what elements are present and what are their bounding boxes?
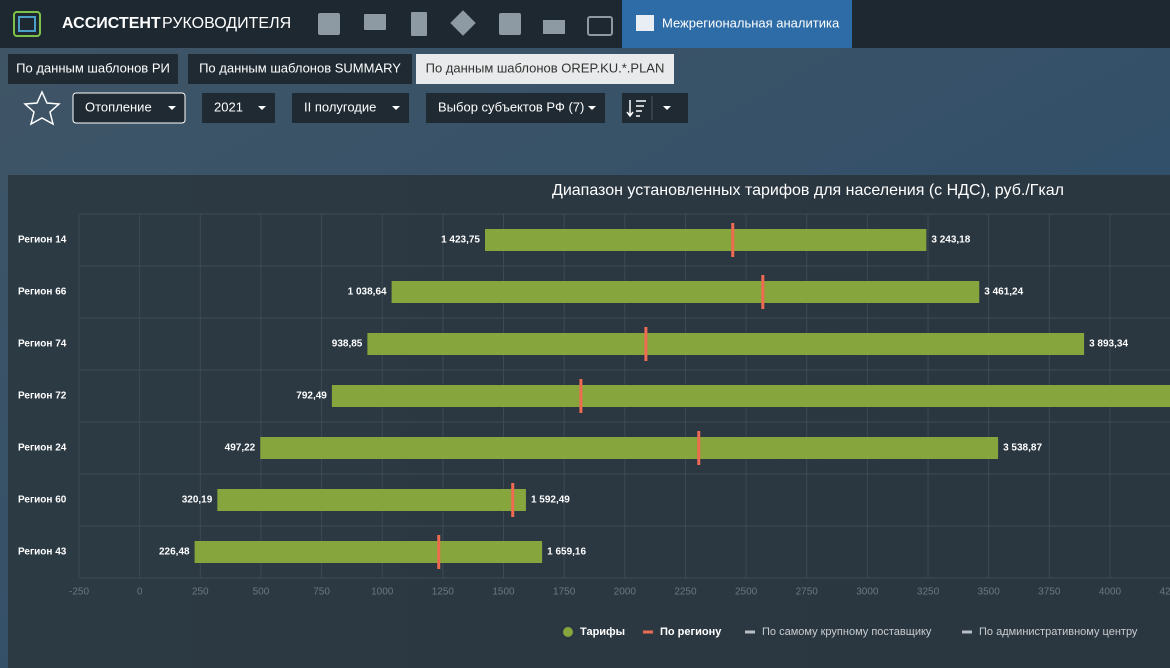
- sort-button[interactable]: [622, 93, 688, 123]
- x-tick-label: 1750: [553, 587, 576, 598]
- plot: 1 423,75 3 243,18 1 038,64 3 461,24 938,85 3 …: [159, 223, 1170, 569]
- y-tick-label: Регион 66: [18, 287, 67, 298]
- active-tab[interactable]: [622, 0, 852, 48]
- x-tick-label: 4250: [1159, 587, 1170, 598]
- value-label: 792,49: [296, 391, 327, 402]
- legend-label[interactable]: По самому крупному поставщику: [762, 626, 932, 638]
- dropdown-caret: [588, 106, 596, 110]
- range-bar: [391, 281, 980, 303]
- dropdown-label: Отопление: [85, 99, 152, 114]
- range-bar: [194, 541, 543, 563]
- x-tick-label: 3500: [978, 587, 1001, 598]
- range-bar: [331, 385, 1170, 407]
- tab-label: По данным шаблонов OREP.KU.*.PLAN: [426, 60, 665, 75]
- legend-label[interactable]: По региону: [660, 626, 722, 638]
- x-tick-label: 2250: [674, 587, 697, 598]
- value-label: 1 592,49: [531, 495, 570, 506]
- y-tick-label: Регион 43: [18, 547, 67, 558]
- tab[interactable]: [188, 54, 412, 84]
- legend-label[interactable]: Тарифы: [580, 626, 625, 638]
- legend-label[interactable]: По административному центру: [979, 626, 1138, 638]
- tab[interactable]: [8, 54, 178, 84]
- x-tick-label: 3750: [1038, 587, 1061, 598]
- x-tick-label: 2500: [735, 587, 758, 598]
- dropdown-caret: [168, 106, 176, 110]
- value-label: 320,19: [182, 495, 213, 506]
- x-tick-label: 1500: [492, 587, 515, 598]
- active-tab-label: Межрегиональная аналитика: [662, 15, 840, 30]
- value-label: 3 243,18: [931, 235, 970, 246]
- range-bar: [485, 229, 927, 251]
- legend-swatch: [563, 627, 573, 637]
- nav-bar: [0, 0, 1170, 48]
- value-label: 3 538,87: [1003, 443, 1042, 454]
- value-label: 497,22: [225, 443, 256, 454]
- x-tick-label: 1000: [371, 587, 394, 598]
- x-tick-label: 500: [253, 587, 270, 598]
- nav-icons[interactable]: [318, 10, 613, 36]
- x-tick-label: 3250: [917, 587, 940, 598]
- value-label: 3 461,24: [984, 287, 1023, 298]
- x-tick-label: 1250: [432, 587, 455, 598]
- dropdown[interactable]: [292, 93, 409, 123]
- brand: АССИСТЕНТ: [62, 15, 161, 32]
- dropdown-label: II полугодие: [304, 99, 376, 114]
- y-tick-label: Регион 14: [18, 235, 67, 246]
- y-tick-label: Регион 74: [18, 339, 67, 350]
- range-bar: [217, 489, 526, 511]
- value-label: 1 423,75: [441, 235, 480, 246]
- dropdown-caret: [392, 106, 400, 110]
- x-tick-label: 2000: [614, 587, 637, 598]
- x-tick-label: 4000: [1099, 587, 1122, 598]
- value-label: 938,85: [332, 339, 363, 350]
- x-tick-label: -250: [69, 587, 89, 598]
- dropdown-label: 2021: [214, 99, 243, 114]
- x-tick-label: 3000: [856, 587, 879, 598]
- range-bar: [260, 437, 999, 459]
- favorite-star[interactable]: [23, 90, 61, 126]
- x-tick-label: 0: [137, 587, 143, 598]
- tab-icon: [636, 15, 654, 31]
- tab[interactable]: [416, 54, 674, 84]
- range-bar: [367, 333, 1085, 355]
- dropdown-caret: [258, 106, 266, 110]
- value-label: 1 659,16: [547, 547, 586, 558]
- chart-title: Диапазон установленных тарифов для насел…: [552, 182, 1064, 199]
- x-tick-label: 250: [192, 587, 209, 598]
- x-tick-label: 2750: [796, 587, 819, 598]
- y-tick-label: Регион 24: [18, 443, 67, 454]
- value-label: 226,48: [159, 547, 190, 558]
- dropdown[interactable]: [72, 92, 186, 124]
- dropdown[interactable]: [426, 93, 605, 123]
- logo: [13, 11, 41, 37]
- x-tick-label: 750: [313, 587, 330, 598]
- value-label: 3 893,34: [1089, 339, 1128, 350]
- tab-label: По данным шаблонов SUMMARY: [199, 60, 401, 75]
- y-tick-label: Регион 60: [18, 495, 67, 506]
- dropdown-label: Выбор субъектов РФ (7): [438, 99, 584, 114]
- value-label: 1 038,64: [348, 287, 387, 298]
- tab-label: По данным шаблонов РИ: [16, 60, 170, 75]
- brand: РУКОВОДИТЕЛЯ: [162, 15, 291, 32]
- y-tick-label: Регион 72: [18, 391, 67, 402]
